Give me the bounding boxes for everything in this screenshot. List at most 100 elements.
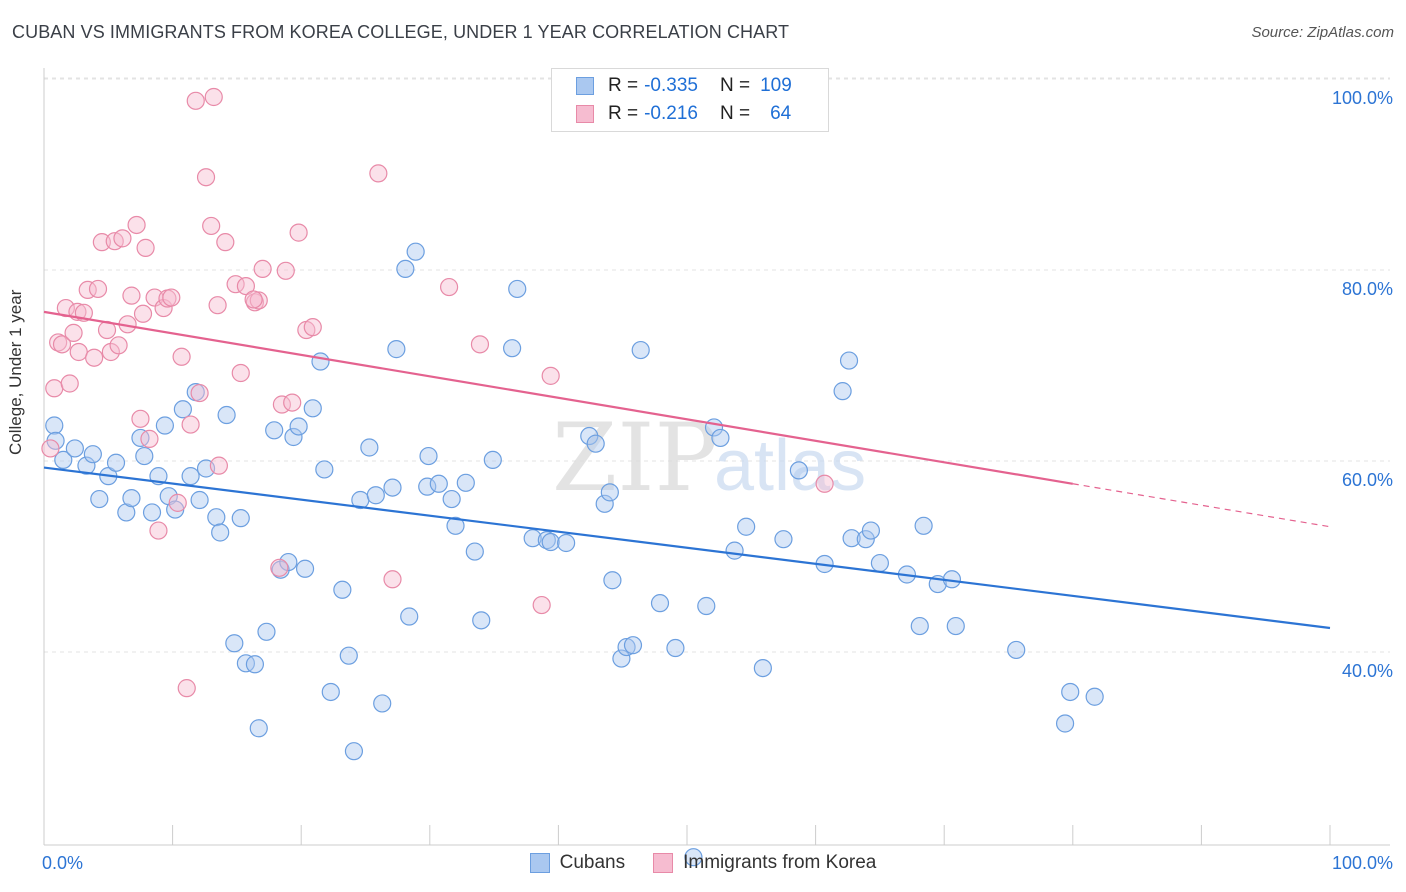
trend-lines [43,310,1331,630]
legend-n-value: 109 [760,75,792,96]
legend-item-cubans[interactable]: Cubans [529,852,626,874]
point-cubans [321,682,340,702]
point-cubans [366,486,385,505]
point-cubans [725,541,744,560]
legend-swatch-korea [576,105,594,123]
x-tick-label-min: 0.0% [42,853,83,873]
point-cubans [442,489,461,509]
point-korea [532,595,551,615]
point-korea [60,374,79,393]
legend-n-label: N = [719,75,751,96]
point-korea [136,238,155,257]
point-cubans [284,427,303,447]
point-cubans [90,489,109,509]
point-cubans [406,242,425,261]
point-korea [541,366,560,385]
point-cubans [753,658,772,678]
grid-lines [44,77,1390,653]
point-cubans [311,352,330,371]
point-cubans [503,339,522,358]
watermark-atlas: atlas [714,426,866,506]
point-korea [236,276,256,296]
point-cubans [557,533,576,553]
legend-row-cubans: R = -0.335 N = 109 [576,73,792,99]
point-cubans [465,542,484,561]
point-korea [249,291,268,310]
point-cubans [211,523,230,542]
point-korea [177,679,196,698]
point-cubans [946,616,965,636]
legend-item-korea[interactable]: Immigrants from Korea [653,852,876,874]
point-cubans [387,340,406,359]
point-korea [289,223,308,242]
point-cubans [400,607,419,626]
point-korea [470,335,490,354]
point-cubans [117,503,136,522]
x-tick-label-max: 100.0% [1332,853,1393,873]
point-korea [168,493,187,512]
point-korea [131,409,150,428]
point-cubans [135,446,154,466]
point-cubans [666,638,685,658]
point-korea [209,456,228,475]
point-cubans [155,416,174,435]
point-cubans [419,446,438,466]
point-cubans [631,340,650,360]
point-cubans [181,467,200,486]
legend-swatch-cubans [576,77,594,95]
point-cubans [315,460,334,479]
point-korea [162,288,181,307]
point-korea [109,336,128,355]
point-cubans [600,483,619,502]
point-cubans [83,445,102,464]
point-korea [85,348,104,367]
point-korea [383,570,402,589]
tick-labels: 40.0% 60.0% 80.0% 100.0% 0.0% 100.0% [42,88,1393,873]
axes [43,68,1390,846]
trend-line-korea-extension [1072,483,1331,528]
point-cubans [418,477,437,496]
point-korea [190,383,209,403]
point-cubans [225,634,244,653]
point-cubans [245,655,265,674]
series-legend: Cubans Immigrants from Korea [0,852,1406,874]
point-cubans [207,508,226,527]
point-cubans [396,259,415,278]
point-korea [113,229,132,248]
y-tick-label: 60.0% [1342,470,1393,490]
point-korea [369,164,388,183]
point-korea [88,279,108,299]
point-cubans [541,532,560,552]
point-cubans [1007,640,1026,660]
legend-label-korea: Immigrants from Korea [683,852,877,873]
point-korea [196,168,216,187]
point-korea [52,335,72,354]
point-korea [270,558,289,577]
point-korea [92,233,111,252]
point-cubans [870,553,890,573]
point-cubans [456,473,475,492]
trend-line-korea [43,310,1073,485]
point-cubans [580,426,599,446]
point-korea [41,439,60,458]
point-cubans [231,509,250,528]
point-cubans [249,719,268,738]
point-cubans [142,503,162,522]
point-cubans [774,530,793,549]
point-cubans [612,649,631,668]
legend-swatch-cubans [529,853,550,873]
watermark-zip: ZIP [552,404,718,513]
point-cubans [623,636,643,655]
point-korea [186,91,205,110]
point-cubans [295,559,315,578]
point-korea [172,347,191,366]
legend-label-cubans: Cubans [559,852,626,873]
point-cubans [472,611,491,630]
point-cubans [279,552,298,572]
legend-swatch-korea [653,853,674,873]
point-cubans [789,461,808,480]
y-tick-label: 100.0% [1332,88,1393,108]
point-cubans [684,848,703,867]
point-cubans [373,694,392,713]
source-credit: Source: ZipAtlas.com [1251,24,1394,41]
